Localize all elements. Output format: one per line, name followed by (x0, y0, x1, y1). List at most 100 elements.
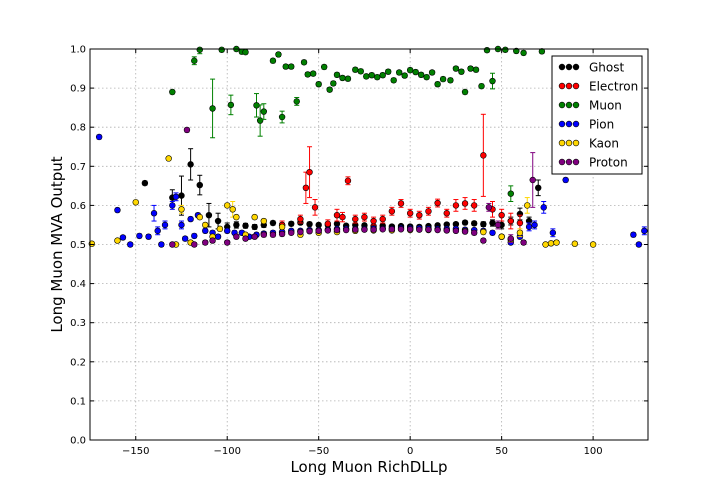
legend-marker (558, 158, 566, 166)
data-point (181, 235, 189, 242)
data-point (480, 237, 487, 244)
data-point (416, 211, 423, 219)
data-point (333, 226, 341, 234)
series-kaon (88, 155, 597, 248)
data-point (187, 215, 194, 223)
data-point (251, 213, 258, 221)
data-point (304, 71, 311, 78)
y-tick-label: 0.5 (70, 240, 86, 251)
data-points (88, 45, 648, 248)
data-point (370, 226, 377, 233)
data-point (218, 46, 225, 53)
data-point (209, 105, 216, 112)
legend-item-electron: Electron (558, 80, 638, 94)
data-point (311, 204, 319, 211)
data-point (352, 66, 359, 73)
data-point (483, 46, 491, 54)
data-point (306, 220, 313, 228)
legend-marker (565, 120, 573, 128)
data-point (202, 221, 209, 229)
data-point (480, 152, 487, 159)
data-point (161, 221, 169, 229)
data-point (269, 219, 277, 227)
data-point (209, 237, 216, 244)
y-tick-label: 0.7 (70, 162, 86, 173)
data-point (423, 73, 430, 81)
data-point (269, 231, 277, 238)
data-point (363, 73, 370, 80)
data-point (154, 227, 161, 235)
axis-ticks: −150 −100 −50 0 50 100 0.0 0.1 0.2 0.3 0.4 0.5 0.6 0.… (70, 45, 648, 457)
data-point (169, 88, 176, 96)
data-point (425, 208, 432, 215)
legend-label: Ghost (589, 61, 624, 75)
legend-marker (565, 82, 573, 90)
data-point (388, 226, 396, 233)
data-point (507, 235, 514, 242)
data-point (302, 184, 310, 192)
x-tick-label: 100 (584, 446, 603, 457)
data-point (339, 74, 346, 82)
data-point (434, 199, 441, 207)
data-point (352, 226, 359, 233)
data-point (443, 227, 450, 234)
y-tick-label: 0.4 (70, 279, 86, 290)
data-point (242, 48, 249, 56)
data-point (275, 51, 282, 58)
data-point (361, 213, 368, 221)
data-point (494, 221, 502, 229)
data-point (251, 233, 258, 240)
data-point (485, 204, 493, 211)
data-point (196, 46, 203, 53)
data-point (169, 202, 176, 209)
data-point (540, 204, 547, 211)
data-point (242, 235, 249, 242)
x-tick-label: 0 (407, 446, 413, 457)
data-point (326, 86, 333, 93)
data-point (214, 217, 222, 225)
data-point (589, 241, 597, 248)
data-point (529, 176, 536, 184)
data-point (278, 223, 286, 231)
data-point (507, 217, 514, 225)
data-point (320, 63, 328, 71)
data-point (397, 200, 405, 207)
data-point (339, 213, 346, 221)
data-point (458, 68, 465, 75)
y-axis-label: Long Muon MVA Output (48, 156, 66, 332)
data-point (145, 233, 152, 240)
data-point (293, 98, 300, 105)
legend-marker (565, 139, 573, 147)
data-point (370, 217, 377, 225)
data-point (357, 68, 364, 75)
data-point (498, 233, 505, 240)
data-point (470, 229, 478, 236)
data-point (310, 70, 317, 77)
legend-marker (558, 120, 566, 128)
legend-marker (572, 139, 580, 147)
data-point (635, 241, 643, 248)
data-point (385, 68, 392, 75)
series-proton (169, 126, 536, 248)
data-point (416, 226, 423, 233)
data-point (306, 228, 313, 235)
data-point (461, 88, 469, 96)
data-point (202, 227, 209, 235)
data-point (379, 226, 386, 233)
data-point (478, 82, 485, 90)
legend-marker (572, 101, 580, 109)
data-point (549, 229, 557, 236)
legend-label: Proton (589, 156, 628, 170)
data-point (95, 133, 103, 141)
data-point (447, 77, 454, 84)
data-point (278, 113, 286, 121)
data-point (368, 71, 375, 79)
legend-marker (572, 82, 580, 90)
data-point (461, 200, 469, 207)
data-point (461, 228, 469, 235)
data-point (141, 179, 149, 187)
series-electron (278, 113, 524, 232)
data-point (178, 221, 185, 229)
data-point (333, 71, 341, 79)
data-point (406, 226, 414, 233)
